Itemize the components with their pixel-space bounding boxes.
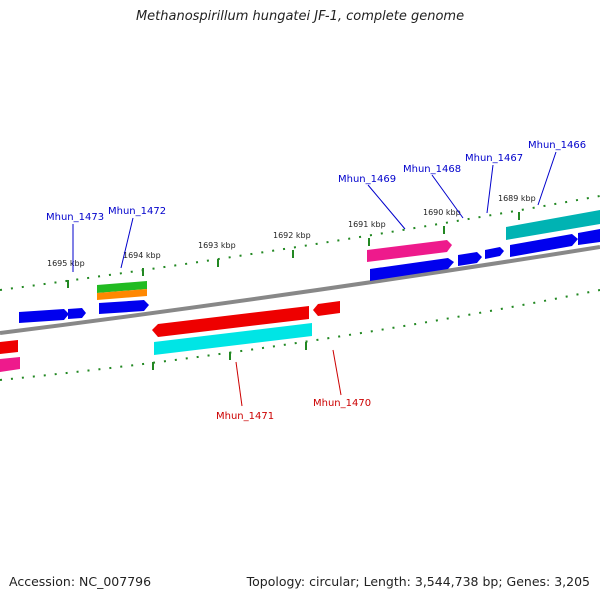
gene-label-mhun-1471[interactable]: Mhun_1471 [216,411,274,422]
leader-mhun-1469 [367,184,406,230]
ruler-label-1693: 1693 kbp [198,241,236,250]
gene-arrow[interactable] [370,258,454,281]
leader-mhun-1466 [537,151,557,206]
leader-mhun-1472 [120,217,134,269]
upper-track-genes [19,210,600,323]
ruler-major-ticks-lower [152,342,307,370]
gene-arrow[interactable] [458,252,482,266]
leader-mhun-1467 [486,164,494,214]
gene-arrow[interactable] [19,309,69,323]
map-title: Methanospirillum hungatei JF-1, complete… [135,9,465,24]
gene-arrow-mhun-1471[interactable] [152,306,309,337]
ruler-label-1690: 1690 kbp [423,208,461,217]
gene-label-mhun-1467[interactable]: Mhun_1467 [465,153,523,164]
gene-arrow-mhun-1471-cyan[interactable] [154,323,312,355]
genome-summary-text: Topology: circular; Length: 3,544,738 bp… [246,574,590,589]
gene-arrow[interactable] [578,229,600,245]
gene-arrow[interactable] [99,300,149,314]
gene-arrow-mhun-1470[interactable] [313,301,340,316]
gene-label-mhun-1472[interactable]: Mhun_1472 [108,206,166,217]
leader-mhun-1470 [332,349,342,396]
accession-text: Accession: NC_007796 [9,574,152,589]
gene-label-mhun-1468[interactable]: Mhun_1468 [403,164,461,175]
gene-arrow[interactable] [0,357,20,372]
lower-track-genes [0,301,340,372]
leader-mhun-1471 [235,361,243,407]
gene-arrow[interactable] [506,210,600,240]
gene-arrow[interactable] [68,308,86,319]
ruler-label-1691: 1691 kbp [348,220,386,229]
gene-arrow-mhun-1472-orange[interactable] [97,289,147,300]
ruler-label-1694: 1694 kbp [123,251,161,260]
ruler-label-1695: 1695 kbp [47,259,85,268]
ruler-major-ticks-upper [67,212,520,288]
gene-arrow[interactable] [0,340,18,354]
genome-backbone [0,245,600,335]
ruler-upper [0,195,600,291]
ruler-label-1689: 1689 kbp [498,194,536,203]
gene-label-mhun-1466[interactable]: Mhun_1466 [528,140,586,151]
gene-arrow[interactable] [485,247,504,259]
ruler-label-1692: 1692 kbp [273,231,311,240]
gene-label-mhun-1470[interactable]: Mhun_1470 [313,398,371,409]
gene-arrow[interactable] [510,234,578,257]
gene-arrow[interactable] [367,240,452,262]
leader-mhun-1468 [431,174,464,219]
gene-label-mhun-1473[interactable]: Mhun_1473 [46,212,104,223]
gene-label-mhun-1469[interactable]: Mhun_1469 [338,174,396,185]
